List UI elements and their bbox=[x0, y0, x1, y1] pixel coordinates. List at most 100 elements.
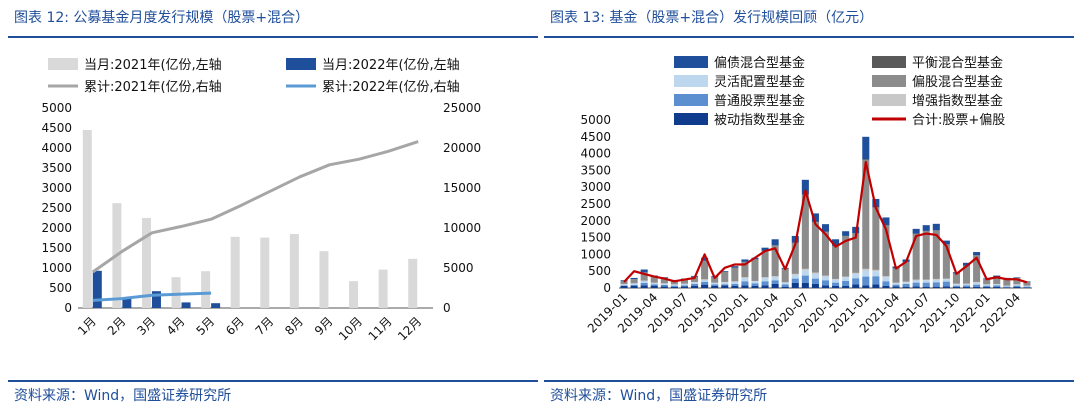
bar-6-19 bbox=[811, 213, 819, 222]
bar-3-24 bbox=[862, 268, 870, 271]
bar-0-14 bbox=[761, 285, 769, 288]
bar-1-16 bbox=[781, 284, 789, 287]
bar-2-22 bbox=[842, 277, 850, 281]
bar-2-31 bbox=[932, 279, 940, 283]
bar-0-24 bbox=[862, 285, 870, 288]
bar-2-13 bbox=[751, 281, 759, 284]
bar-1-18 bbox=[801, 275, 809, 283]
bar-6-12 bbox=[741, 259, 749, 262]
x-tick-8: 9月 bbox=[312, 314, 336, 338]
y-tick-0: 0 bbox=[603, 281, 611, 295]
left-chart-svg: 当月:2021年(亿份,左轴 当月:2022年(亿份,左轴累计:2021年(亿份,… bbox=[41, 58, 481, 343]
bar-6-32 bbox=[942, 240, 950, 245]
bar-1-28 bbox=[902, 283, 910, 287]
bar-2-8 bbox=[701, 279, 709, 282]
right-chart-title: 图表 13: 基金（股票+混合）发行规模回顾（亿元） bbox=[544, 0, 1074, 38]
bar-0-22 bbox=[842, 285, 850, 288]
bar-4-25 bbox=[872, 207, 880, 270]
bar-4-40 bbox=[1023, 281, 1031, 286]
bar-4-8 bbox=[701, 261, 709, 280]
legend-swatch-6 bbox=[674, 113, 708, 125]
bar-4-33 bbox=[952, 273, 960, 284]
left-source-text: 资料来源：Wind，国盛证券研究所 bbox=[14, 388, 232, 404]
legend-label-0: 当月:2021年(亿份,左轴 bbox=[84, 58, 222, 73]
bar-0-8 bbox=[701, 284, 709, 288]
bar-4-11 bbox=[731, 267, 739, 282]
right-source-text: 资料来源：Wind，国盛证券研究所 bbox=[550, 388, 768, 404]
y-tick-10: 5000 bbox=[580, 113, 611, 127]
bar-6-8 bbox=[701, 257, 709, 261]
bar-2-33 bbox=[952, 284, 960, 286]
x-tick-1: 2月 bbox=[105, 314, 129, 338]
bar-1-37 bbox=[993, 285, 1001, 287]
bar-0-2 bbox=[640, 285, 648, 288]
bar-2021-8 bbox=[319, 251, 329, 308]
bar-0-30 bbox=[922, 286, 930, 288]
bar-1-30 bbox=[922, 282, 930, 287]
bar-2-16 bbox=[781, 282, 789, 285]
bar-0-5 bbox=[670, 286, 678, 288]
bar-1-10 bbox=[721, 284, 729, 286]
bar-2-1 bbox=[630, 283, 638, 285]
bar-0-35 bbox=[973, 286, 981, 288]
bar-2-20 bbox=[821, 276, 830, 281]
bar-0-40 bbox=[1023, 287, 1031, 288]
bar-3-28 bbox=[902, 281, 910, 283]
bar-2021-4 bbox=[201, 271, 211, 308]
bar-0-39 bbox=[1013, 286, 1021, 288]
y-tick-1: 500 bbox=[588, 264, 611, 278]
legend-label-4: 普通股票型基金 bbox=[714, 93, 805, 109]
bar-4-12 bbox=[741, 262, 749, 278]
y-tick-7: 3500 bbox=[580, 163, 611, 177]
bar-6-35 bbox=[973, 252, 981, 256]
bar-4-2 bbox=[640, 272, 648, 281]
bar-1-22 bbox=[842, 280, 850, 286]
bar-4-32 bbox=[942, 244, 950, 279]
bar-2-0 bbox=[620, 284, 628, 286]
bar-2-4 bbox=[660, 283, 668, 285]
bar-2-5 bbox=[670, 284, 678, 286]
bar-4-31 bbox=[932, 230, 940, 279]
y-right-tick-1: 5000 bbox=[443, 261, 474, 275]
left-chart-title: 图表 12: 公募基金月度发行规模（股票+混合） bbox=[8, 0, 538, 38]
bar-6-21 bbox=[832, 239, 840, 246]
bar-6-10 bbox=[721, 271, 729, 272]
bar-1-39 bbox=[1013, 285, 1021, 287]
bar-6-15 bbox=[771, 239, 779, 246]
y-tick-8: 4000 bbox=[580, 147, 611, 161]
right-chart-title-text: 图表 13: 基金（股票+混合）发行规模回顾（亿元） bbox=[550, 10, 874, 26]
bar-1-19 bbox=[811, 278, 819, 284]
bar-0-9 bbox=[711, 285, 719, 288]
bar-6-30 bbox=[922, 225, 930, 231]
x-tick-4: 5月 bbox=[193, 314, 217, 338]
legend-label-6: 被动指数型基金 bbox=[714, 112, 805, 128]
bar-0-11 bbox=[731, 285, 739, 288]
bar-2-6 bbox=[680, 283, 689, 286]
bar-6-29 bbox=[912, 228, 920, 234]
legend-label-1: 平衡混合型基金 bbox=[912, 55, 1003, 71]
bar-4-4 bbox=[660, 278, 668, 284]
bar-0-37 bbox=[993, 286, 1001, 288]
bar-1-13 bbox=[751, 283, 759, 286]
bar-6-26 bbox=[882, 217, 890, 226]
bar-4-9 bbox=[711, 277, 719, 283]
bar-2-36 bbox=[983, 284, 991, 286]
left-chart-source: 资料来源：Wind，国盛证券研究所 bbox=[8, 380, 538, 412]
bar-0-23 bbox=[852, 284, 860, 288]
bar-2-2 bbox=[640, 280, 648, 283]
bar-4-3 bbox=[650, 277, 658, 283]
bar-6-18 bbox=[801, 179, 809, 195]
bar-1-15 bbox=[771, 280, 779, 284]
bar-2021-3 bbox=[171, 277, 181, 308]
bar-2-18 bbox=[801, 270, 809, 276]
legend-label-2: 灵活配置型基金 bbox=[714, 74, 805, 90]
bar-0-32 bbox=[942, 286, 950, 288]
bar-4-5 bbox=[670, 280, 678, 285]
left-chart-title-text: 图表 12: 公募基金月度发行规模（股票+混合） bbox=[14, 10, 310, 26]
y-right-tick-2: 10000 bbox=[443, 221, 481, 235]
bar-4-28 bbox=[902, 262, 910, 282]
legend-label-3: 偏股混合型基金 bbox=[912, 74, 1003, 90]
bar-0-28 bbox=[902, 286, 910, 288]
legend-label-2: 累计:2021年(亿份,右轴 bbox=[84, 80, 222, 95]
bar-3-20 bbox=[821, 275, 830, 277]
